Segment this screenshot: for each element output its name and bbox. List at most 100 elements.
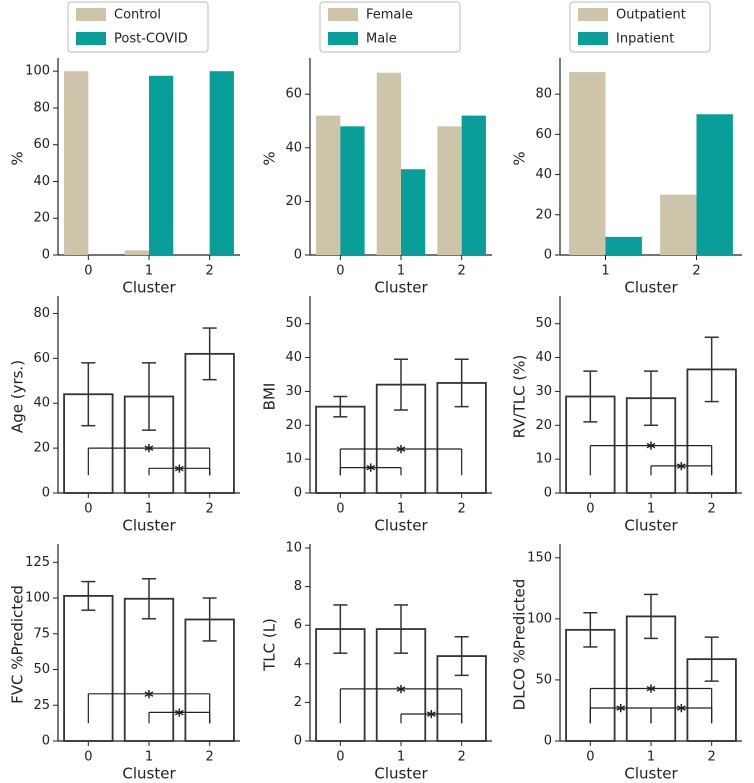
legend-swatch bbox=[578, 8, 608, 21]
bar bbox=[124, 250, 149, 255]
x-axis-label: Cluster bbox=[624, 279, 678, 297]
x-tick-label: 2 bbox=[692, 264, 700, 279]
y-tick-label: 50 bbox=[535, 672, 552, 687]
significance-label: * bbox=[396, 442, 406, 463]
y-tick-label: 10 bbox=[535, 452, 552, 467]
legend-swatch bbox=[328, 32, 358, 45]
bar bbox=[376, 72, 401, 255]
y-tick-label: 0 bbox=[294, 734, 302, 749]
y-tick-label: 100 bbox=[527, 611, 552, 626]
x-tick-label: 1 bbox=[145, 502, 153, 517]
y-axis-label: Age (yrs.) bbox=[9, 360, 27, 433]
significance-label: * bbox=[175, 705, 185, 726]
y-axis-label: DLCO %Predicted bbox=[511, 579, 529, 711]
x-tick-label: 1 bbox=[397, 750, 405, 765]
bar bbox=[569, 72, 606, 255]
y-tick-label: 100 bbox=[25, 591, 50, 606]
significance-label: * bbox=[144, 687, 154, 708]
bar bbox=[316, 115, 341, 255]
x-axis-label: Cluster bbox=[374, 765, 428, 783]
y-axis-label: TLC (L) bbox=[261, 618, 279, 672]
significance-label: * bbox=[646, 439, 656, 460]
y-tick-label: 50 bbox=[285, 316, 302, 331]
x-axis-label: Cluster bbox=[122, 279, 176, 297]
legend-label: Female bbox=[366, 8, 413, 23]
y-tick-label: 10 bbox=[285, 452, 302, 467]
x-tick-label: 2 bbox=[458, 750, 466, 765]
y-tick-label: 20 bbox=[33, 211, 50, 226]
y-tick-label: 125 bbox=[25, 555, 50, 570]
significance-label: * bbox=[366, 461, 376, 482]
y-tick-label: 60 bbox=[33, 137, 50, 152]
y-tick-label: 40 bbox=[535, 167, 552, 182]
x-axis-label: Cluster bbox=[122, 517, 176, 535]
x-tick-label: 2 bbox=[708, 750, 716, 765]
y-tick-label: 10 bbox=[285, 541, 302, 556]
legend-label: Post-COVID bbox=[114, 32, 188, 47]
bar bbox=[461, 115, 486, 255]
y-axis-label: BMI bbox=[261, 383, 279, 411]
y-axis-label: RV/TLC (%) bbox=[511, 355, 529, 439]
y-tick-label: 0 bbox=[42, 248, 50, 263]
significance-label: * bbox=[427, 707, 437, 728]
y-tick-label: 150 bbox=[527, 550, 552, 565]
y-tick-label: 4 bbox=[294, 656, 302, 671]
y-tick-label: 60 bbox=[33, 351, 50, 366]
x-axis-label: Cluster bbox=[624, 765, 678, 783]
x-tick-label: 2 bbox=[206, 264, 214, 279]
y-tick-label: 20 bbox=[285, 418, 302, 433]
bar bbox=[605, 236, 642, 255]
y-tick-label: 2 bbox=[294, 695, 302, 710]
y-tick-label: 8 bbox=[294, 579, 302, 594]
bar bbox=[660, 194, 697, 255]
bar bbox=[64, 71, 89, 255]
significance-label: * bbox=[677, 701, 687, 722]
x-tick-label: 0 bbox=[586, 502, 594, 517]
x-tick-label: 1 bbox=[647, 750, 655, 765]
x-tick-label: 0 bbox=[84, 750, 92, 765]
x-tick-label: 2 bbox=[708, 502, 716, 517]
y-tick-label: 75 bbox=[33, 626, 50, 641]
significance-label: * bbox=[646, 681, 656, 702]
significance-label: * bbox=[396, 682, 406, 703]
x-tick-label: 2 bbox=[206, 502, 214, 517]
y-tick-label: 30 bbox=[285, 384, 302, 399]
x-tick-label: 0 bbox=[336, 750, 344, 765]
y-tick-label: 0 bbox=[544, 734, 552, 749]
y-tick-label: 20 bbox=[535, 207, 552, 222]
y-tick-label: 40 bbox=[535, 350, 552, 365]
y-tick-label: 25 bbox=[33, 698, 50, 713]
x-axis-label: Cluster bbox=[374, 517, 428, 535]
bar bbox=[340, 126, 365, 255]
y-tick-label: 40 bbox=[285, 350, 302, 365]
significance-label: * bbox=[175, 461, 185, 482]
bar bbox=[437, 126, 462, 255]
legend-label: Male bbox=[366, 32, 397, 47]
bar bbox=[149, 75, 174, 256]
x-tick-label: 1 bbox=[647, 502, 655, 517]
legend-label: Outpatient bbox=[616, 8, 686, 23]
x-axis-label: Cluster bbox=[374, 279, 428, 297]
x-axis-label: Cluster bbox=[122, 765, 176, 783]
significance-label: * bbox=[616, 701, 626, 722]
y-tick-label: 40 bbox=[33, 174, 50, 189]
y-tick-label: 100 bbox=[25, 64, 50, 79]
y-tick-label: 0 bbox=[544, 248, 552, 263]
y-tick-label: 60 bbox=[535, 127, 552, 142]
y-tick-label: 50 bbox=[33, 662, 50, 677]
y-tick-label: 0 bbox=[42, 486, 50, 501]
y-tick-label: 80 bbox=[535, 87, 552, 102]
x-tick-label: 0 bbox=[336, 264, 344, 279]
y-tick-label: 60 bbox=[285, 87, 302, 102]
x-tick-label: 1 bbox=[397, 502, 405, 517]
y-tick-label: 80 bbox=[33, 306, 50, 321]
x-tick-label: 2 bbox=[458, 264, 466, 279]
legend-label: Control bbox=[114, 8, 161, 23]
y-tick-label: 0 bbox=[294, 248, 302, 263]
x-axis-label: Cluster bbox=[624, 517, 678, 535]
x-tick-label: 1 bbox=[145, 750, 153, 765]
y-tick-label: 80 bbox=[33, 100, 50, 115]
y-tick-label: 40 bbox=[285, 140, 302, 155]
y-tick-label: 0 bbox=[42, 734, 50, 749]
